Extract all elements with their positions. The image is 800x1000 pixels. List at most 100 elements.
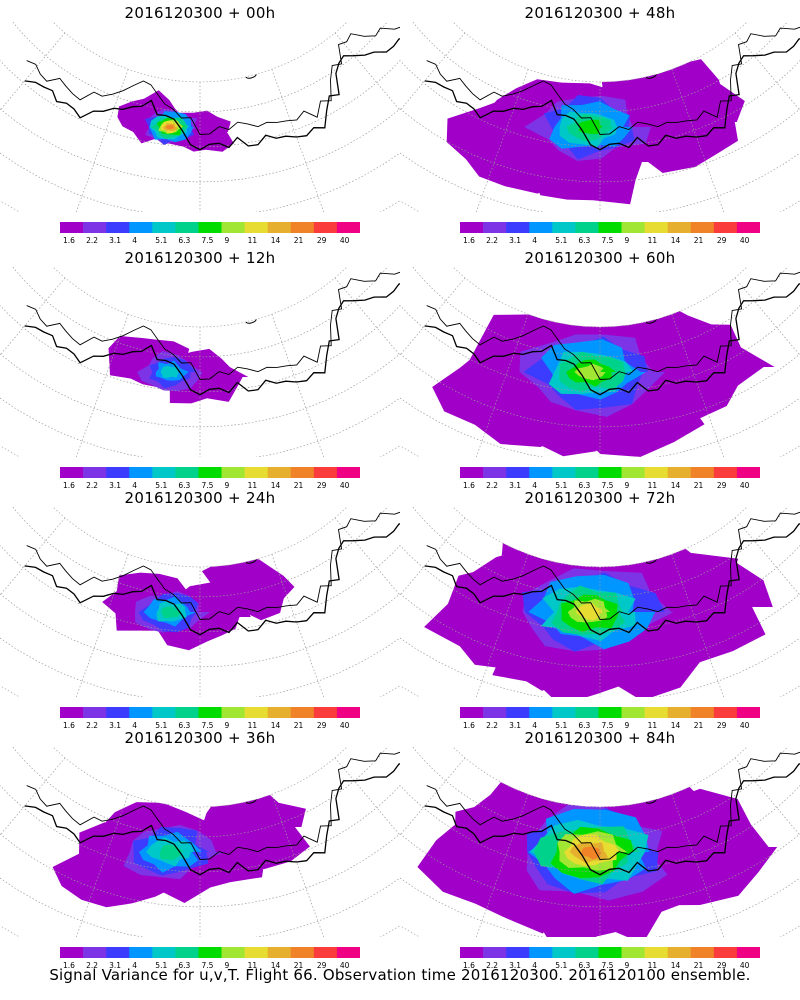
island-outline bbox=[626, 64, 639, 79]
island-outline bbox=[232, 533, 245, 548]
colorbar-tick-label: 14 bbox=[671, 961, 681, 969]
island-outline bbox=[620, 301, 633, 316]
colorbar-tick-label: 7.5 bbox=[201, 481, 213, 489]
colorbar-swatch bbox=[244, 222, 268, 233]
colorbar-swatch bbox=[152, 707, 176, 718]
colorbar-tick-label: 21 bbox=[694, 961, 704, 969]
colorbar-tick-label: 11 bbox=[248, 481, 258, 489]
island-outline bbox=[626, 309, 639, 324]
graticule-meridian bbox=[0, 277, 66, 413]
graticule-meridian bbox=[0, 747, 19, 790]
colorbar: 1.6 2.2 3.1 4 5.1 6.3 7.5 9 11 14 21 29 40 bbox=[60, 467, 360, 489]
colorbar-swatch bbox=[483, 947, 507, 958]
colorbar-tick-label: 11 bbox=[248, 236, 258, 244]
colorbar-tick-label: 5.1 bbox=[555, 236, 567, 244]
colorbar-tick-label: 5.1 bbox=[155, 961, 167, 969]
colorbar-swatch bbox=[598, 947, 622, 958]
colorbar-swatch bbox=[313, 467, 338, 478]
colorbar-swatch bbox=[221, 707, 245, 718]
colorbar-swatch bbox=[460, 467, 484, 478]
polar-map bbox=[400, 267, 800, 457]
colorbar-tick-label: 14 bbox=[671, 236, 681, 244]
colorbar-tick-label: 1.6 bbox=[63, 481, 75, 489]
colorbar: 1.6 2.2 3.1 4 5.1 6.3 7.5 9 11 14 21 29 40 bbox=[60, 222, 360, 244]
polar-map bbox=[0, 267, 400, 457]
island-outline bbox=[232, 773, 245, 788]
colorbar-tick-label: 7.5 bbox=[601, 961, 613, 969]
colorbar-tick-label: 29 bbox=[317, 721, 327, 729]
colorbar-tick-label: 40 bbox=[340, 236, 350, 244]
graticule-parallel bbox=[400, 507, 800, 633]
colorbar-tick-label: 6.3 bbox=[178, 721, 190, 729]
island-outline bbox=[220, 781, 233, 796]
colorbar-swatch bbox=[621, 222, 645, 233]
colorbar-tick-label: 7.5 bbox=[201, 236, 213, 244]
coastline bbox=[26, 22, 400, 135]
coastline bbox=[26, 507, 400, 620]
colorbar-tick-label: 3.1 bbox=[509, 721, 521, 729]
colorbar-swatch bbox=[736, 947, 760, 958]
colorbar-swatch bbox=[221, 947, 245, 958]
island-outline bbox=[614, 533, 627, 548]
graticule-meridian bbox=[67, 314, 129, 457]
colorbar-swatch bbox=[336, 947, 360, 958]
colorbar-tick-label: 6.3 bbox=[578, 961, 590, 969]
variance-contour bbox=[160, 365, 179, 378]
coastline bbox=[424, 747, 800, 876]
graticule-parallel bbox=[400, 267, 800, 428]
colorbar-swatch bbox=[713, 467, 738, 478]
colorbar-tick-label: 6.3 bbox=[178, 961, 190, 969]
colorbar-tick-label: 29 bbox=[317, 236, 327, 244]
colorbar-tick-label: 7.5 bbox=[201, 961, 213, 969]
colorbar-tick-label: 2.2 bbox=[86, 721, 98, 729]
graticule-parallel bbox=[0, 22, 400, 148]
colorbar-tick-label: 5.1 bbox=[555, 481, 567, 489]
polar-map bbox=[400, 22, 800, 212]
colorbar-tick-label: 3.1 bbox=[109, 961, 121, 969]
colorbar-tick-label: 7.5 bbox=[601, 236, 613, 244]
colorbar-swatch bbox=[552, 467, 576, 478]
island-outline bbox=[632, 533, 645, 548]
colorbar-tick-label: 5.1 bbox=[155, 236, 167, 244]
colorbar-tick-label: 3.1 bbox=[509, 236, 521, 244]
graticule-parallel bbox=[0, 267, 400, 358]
island-outline bbox=[244, 64, 257, 79]
colorbar-tick-label: 9 bbox=[625, 236, 630, 244]
colorbar-swatch bbox=[198, 222, 222, 233]
island-outline bbox=[220, 541, 233, 556]
graticule-meridian bbox=[734, 277, 800, 413]
graticule-parallel bbox=[0, 747, 400, 873]
colorbar-tick-label: 6.3 bbox=[578, 481, 590, 489]
colorbar-swatch bbox=[460, 947, 484, 958]
map-panel-72h: 2016120300 + 72h 1.6 2.2 3.1 4 5.1 6.3 7.5 9 11 14… bbox=[400, 485, 800, 730]
colorbar-swatch bbox=[267, 707, 292, 718]
colorbar-swatch bbox=[152, 947, 176, 958]
colorbar-tick-label: 1.6 bbox=[463, 481, 475, 489]
island-outline bbox=[632, 293, 645, 308]
graticule-meridian bbox=[734, 32, 800, 168]
map-panel-84h: 2016120300 + 84h 1.6 2.2 3.1 4 5.1 6.3 7.5 9 11 14… bbox=[400, 725, 800, 970]
colorbar-tick-label: 21 bbox=[294, 961, 304, 969]
island-outline bbox=[638, 541, 651, 556]
colorbar-tick-label: 21 bbox=[294, 236, 304, 244]
colorbar-swatch bbox=[690, 467, 715, 478]
colorbar-swatch bbox=[644, 707, 668, 718]
colorbar-swatch bbox=[506, 467, 530, 478]
colorbar-swatch bbox=[106, 222, 130, 233]
colorbar-swatch bbox=[129, 707, 153, 718]
graticule-parallel bbox=[400, 22, 800, 183]
panel-title: 2016120300 + 12h bbox=[124, 249, 276, 267]
map-panel-60h: 2016120300 + 60h 1.6 2.2 3.1 4 5.1 6.3 7.5 9 11 14… bbox=[400, 245, 800, 490]
colorbar-swatch bbox=[267, 467, 292, 478]
colorbar-swatch bbox=[83, 707, 107, 718]
graticule-meridian bbox=[400, 277, 466, 413]
variance-contour bbox=[165, 124, 174, 130]
island-outline bbox=[614, 48, 627, 63]
colorbar-tick-label: 6.3 bbox=[578, 236, 590, 244]
colorbar-swatch bbox=[290, 707, 315, 718]
colorbar-swatch bbox=[621, 947, 645, 958]
colorbar: 1.6 2.2 3.1 4 5.1 6.3 7.5 9 11 14 21 29 40 bbox=[60, 707, 360, 729]
island-outline bbox=[238, 56, 251, 71]
polar-map bbox=[400, 747, 800, 937]
variance-contour bbox=[578, 119, 603, 135]
